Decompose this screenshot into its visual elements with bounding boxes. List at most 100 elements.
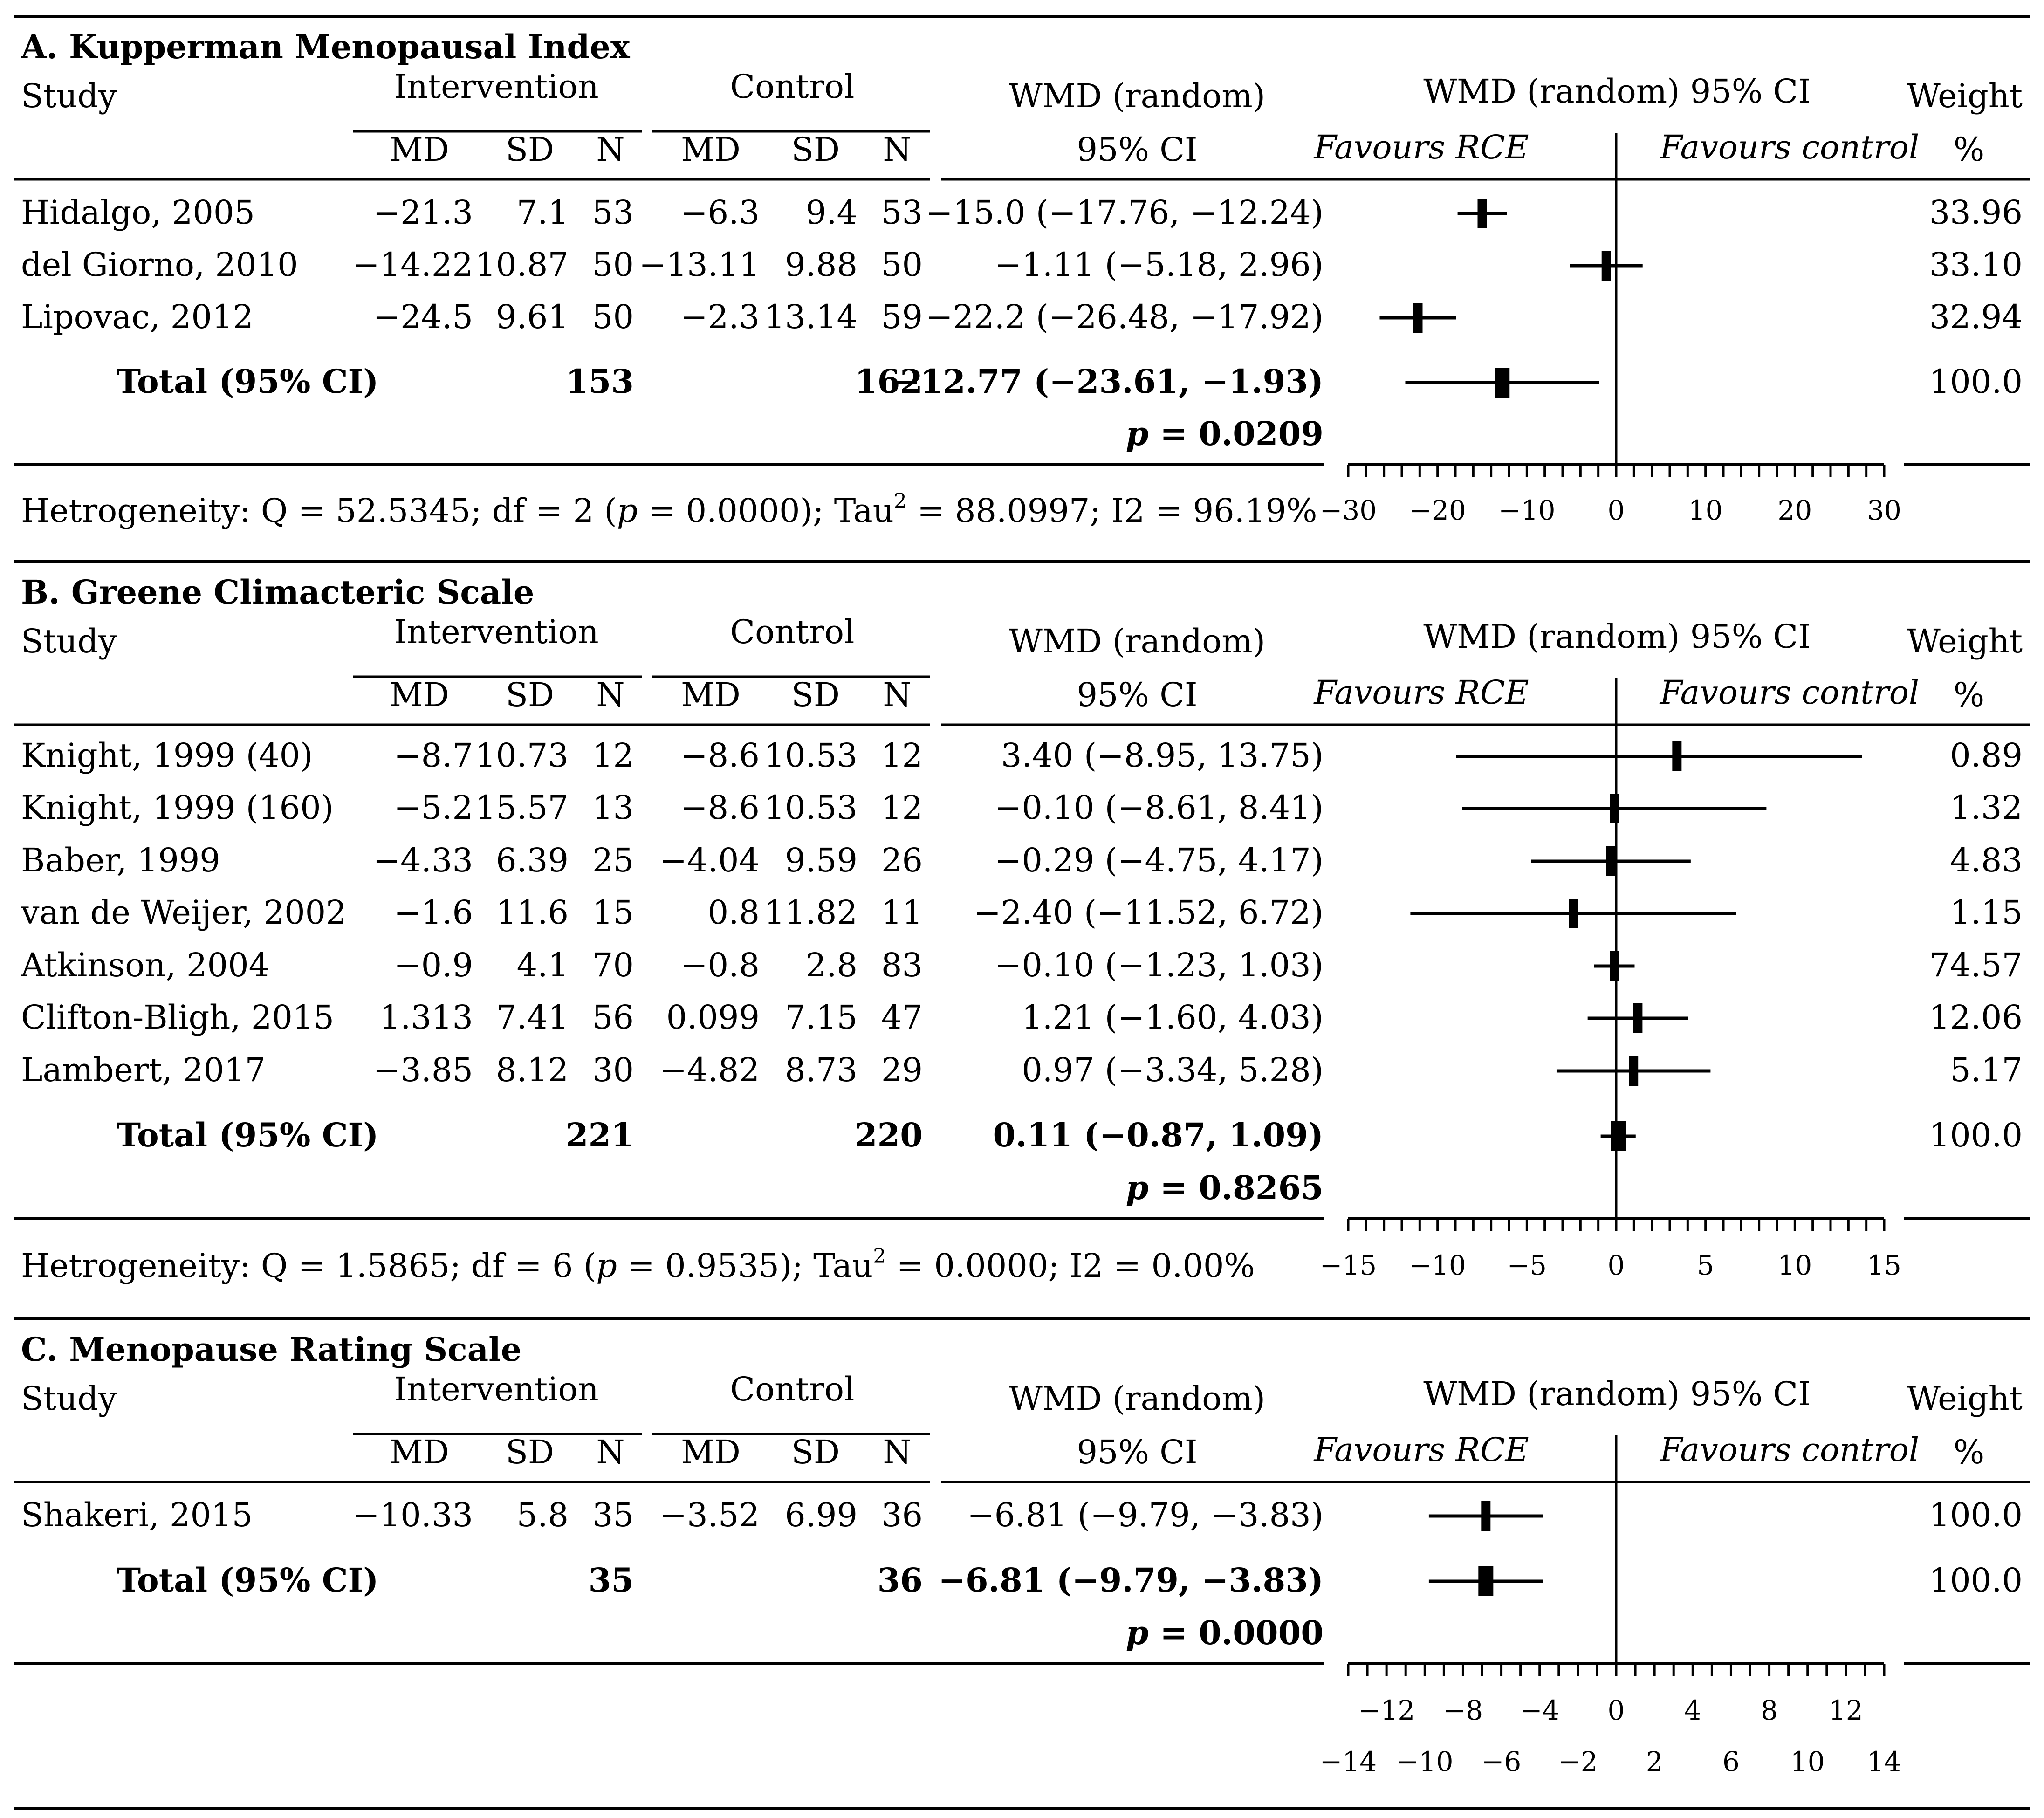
x-tick-label-secondary: 6 xyxy=(1722,1746,1740,1777)
study-int-n: 25 xyxy=(592,841,634,879)
column-header-wmd: WMD (random) xyxy=(1009,77,1265,115)
panel-a: A. Kupperman Menopausal Index Study Interv… xyxy=(14,27,2030,563)
study-name: van de Weijer, 2002 xyxy=(21,893,347,932)
column-header-ci: 95% CI xyxy=(1077,130,1197,169)
study-ctl-n: 36 xyxy=(881,1496,923,1534)
study-ctl-sd: 10.53 xyxy=(764,789,857,827)
study-weight: 12.06 xyxy=(1929,998,2023,1036)
favours-left-label: Favours RCE xyxy=(1313,673,1529,712)
header-int-sd: SD xyxy=(506,130,554,169)
study-ci-text: −0.29 (−4.75, 4.17) xyxy=(995,841,1324,879)
study-ctl-n: 50 xyxy=(881,246,923,284)
study-ci-text: −2.40 (−11.52, 6.72) xyxy=(974,893,1324,932)
study-ctl-sd: 7.15 xyxy=(785,998,857,1036)
x-tick-label: 15 xyxy=(1867,1249,1901,1281)
study-weight: 74.57 xyxy=(1929,946,2023,984)
x-tick-label: 20 xyxy=(1777,494,1812,526)
header-int-sd: SD xyxy=(506,1433,554,1471)
total-label: Total (95% CI) xyxy=(117,362,378,401)
study-weight: 1.32 xyxy=(1950,789,2023,827)
panel-title: C. Menopause Rating Scale xyxy=(21,1330,521,1369)
total-int-n: 35 xyxy=(589,1561,634,1599)
study-int-md: 1.313 xyxy=(380,998,473,1036)
p-value-text: = 0.0000 xyxy=(1149,1613,1324,1652)
study-point-estimate xyxy=(1629,1056,1639,1086)
column-header-plot: WMD (random) 95% CI xyxy=(1423,1375,1811,1413)
column-header-ci: 95% CI xyxy=(1077,676,1197,714)
x-tick-label-secondary: −14 xyxy=(1320,1746,1377,1777)
study-ctl-n: 26 xyxy=(881,841,923,879)
study-ctl-sd: 11.82 xyxy=(764,893,857,932)
study-int-md: −8.7 xyxy=(394,736,473,775)
study-int-sd: 10.73 xyxy=(475,736,569,775)
total-ci-text: −6.81 (−9.79, −3.83) xyxy=(938,1561,1324,1599)
column-header-control: Control xyxy=(730,1370,855,1408)
total-weight: 100.0 xyxy=(1929,1561,2023,1599)
column-header-study: Study xyxy=(21,77,117,115)
study-ctl-md: −4.04 xyxy=(659,841,760,879)
total-weight: 100.0 xyxy=(1929,1116,2023,1154)
panel-c: C. Menopause Rating Scale Study Interventi… xyxy=(14,1330,2030,1810)
study-int-sd: 5.8 xyxy=(517,1496,569,1534)
header-int-md: MD xyxy=(390,676,449,714)
column-header-ci: 95% CI xyxy=(1077,1433,1197,1471)
x-tick-label-secondary: 14 xyxy=(1867,1746,1901,1777)
study-int-n: 30 xyxy=(592,1051,634,1089)
study-name: Lipovac, 2012 xyxy=(21,298,254,336)
study-ci-text: −22.2 (−26.48, −17.92) xyxy=(926,298,1324,336)
column-header-weight-unit: % xyxy=(1954,130,1985,169)
study-ci-text: −6.81 (−9.79, −3.83) xyxy=(967,1496,1324,1534)
x-tick-label-secondary: −6 xyxy=(1482,1746,1522,1777)
favours-left-label: Favours RCE xyxy=(1313,1431,1529,1469)
study-name: Knight, 1999 (40) xyxy=(21,736,313,775)
heterogeneity-part: Hetrogeneity: Q = 52.5345; df = 2 ( xyxy=(21,492,617,530)
study-point-estimate xyxy=(1481,1501,1491,1531)
study-ctl-sd: 9.59 xyxy=(785,841,857,879)
study-int-sd: 7.41 xyxy=(496,998,569,1036)
header-ctl-sd: SD xyxy=(791,676,840,714)
x-tick-label: −5 xyxy=(1507,1249,1547,1281)
study-int-sd: 6.39 xyxy=(496,841,569,879)
study-ci-text: 3.40 (−8.95, 13.75) xyxy=(1001,736,1324,775)
study-name: Lambert, 2017 xyxy=(21,1051,266,1089)
study-int-n: 70 xyxy=(592,946,634,984)
heterogeneity-p-symbol: p xyxy=(596,1247,617,1285)
study-ctl-n: 47 xyxy=(881,998,923,1036)
column-header-control: Control xyxy=(730,613,855,651)
study-int-md: −21.3 xyxy=(373,193,473,232)
column-header-intervention: Intervention xyxy=(394,1370,599,1408)
study-point-estimate xyxy=(1610,794,1619,823)
study-point-estimate xyxy=(1413,303,1423,333)
header-int-md: MD xyxy=(390,130,449,169)
study-int-sd: 4.1 xyxy=(517,946,569,984)
total-ci-text: 0.11 (−0.87, 1.09) xyxy=(993,1116,1324,1154)
column-header-intervention: Intervention xyxy=(394,68,599,106)
study-int-md: −1.6 xyxy=(394,893,473,932)
study-int-md: −24.5 xyxy=(373,298,473,336)
header-ctl-sd: SD xyxy=(791,130,840,169)
total-weight: 100.0 xyxy=(1929,363,2023,401)
heterogeneity-part: = 0.9535); Tau xyxy=(617,1247,873,1285)
study-int-md: −0.9 xyxy=(394,946,473,984)
total-point-estimate xyxy=(1478,1566,1494,1596)
column-header-control: Control xyxy=(730,68,855,106)
study-int-n: 50 xyxy=(592,246,634,284)
study-int-md: −14.22 xyxy=(352,246,473,284)
header-int-sd: SD xyxy=(506,676,554,714)
total-ctl-n: 220 xyxy=(855,1116,923,1154)
study-ctl-sd: 9.4 xyxy=(806,193,857,232)
study-int-n: 50 xyxy=(592,298,634,336)
header-int-n: N xyxy=(596,130,624,169)
x-tick-label-secondary: −10 xyxy=(1396,1746,1453,1777)
study-ci-text: −0.10 (−1.23, 1.03) xyxy=(995,946,1324,984)
p-value-text: = 0.0209 xyxy=(1149,414,1324,453)
header-ctl-md: MD xyxy=(681,1433,741,1471)
header-ctl-n: N xyxy=(883,130,911,169)
study-ctl-md: −8.6 xyxy=(680,736,760,775)
x-tick-label: −10 xyxy=(1498,494,1555,526)
study-ctl-n: 11 xyxy=(881,893,923,932)
p-value: p = 0.0209 xyxy=(1126,414,1324,453)
study-point-estimate xyxy=(1569,899,1578,928)
heterogeneity-p-symbol: p xyxy=(617,492,638,530)
header-ctl-md: MD xyxy=(681,676,741,714)
